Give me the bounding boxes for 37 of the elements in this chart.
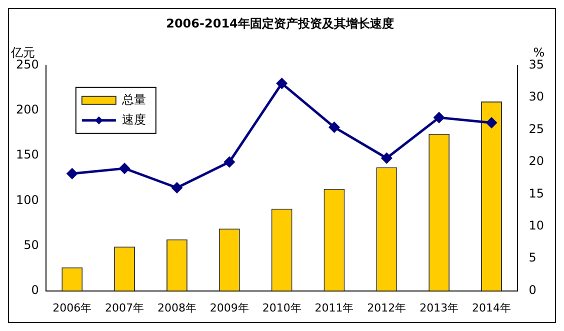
y2-tick-label: 0 bbox=[528, 282, 536, 297]
y2-tick-label: 25 bbox=[528, 122, 544, 136]
y2-tick-label: 35 bbox=[528, 58, 544, 72]
y2-tick-label: 30 bbox=[528, 90, 544, 104]
x-tick-label: 2008年 bbox=[157, 301, 196, 314]
x-tick-label: 2010年 bbox=[262, 301, 302, 314]
y-tick-label: 100 bbox=[16, 192, 39, 207]
x-tick-label: 2009年 bbox=[210, 301, 249, 314]
y-tick-label: 150 bbox=[16, 148, 39, 162]
x-tick-label: 2006年 bbox=[52, 301, 92, 314]
x-tick-label: 2007年 bbox=[105, 301, 144, 314]
x-tick-label: 2011年 bbox=[314, 301, 354, 314]
point bbox=[381, 152, 392, 164]
x-tick-label: 2013年 bbox=[420, 301, 459, 314]
point bbox=[328, 122, 340, 132]
point bbox=[66, 168, 78, 179]
y2-tick-label: 20 bbox=[528, 154, 544, 168]
y-tick-label: 50 bbox=[24, 238, 39, 252]
legend-label: 速度 bbox=[122, 112, 146, 127]
y-axis-title: 亿元 bbox=[10, 46, 35, 60]
y-tick-label: 200 bbox=[16, 102, 39, 117]
point bbox=[486, 117, 497, 128]
x-tick-label: 2014年 bbox=[472, 301, 512, 314]
point bbox=[276, 78, 288, 89]
y2-axis-title: % bbox=[533, 46, 545, 60]
y-tick-label: 250 bbox=[16, 58, 39, 72]
point bbox=[119, 163, 130, 174]
y-tick-label: 0 bbox=[31, 282, 39, 297]
chart-title: 2006-2014年固定资产投资及其增长速度 bbox=[166, 16, 394, 30]
point bbox=[434, 112, 444, 123]
y2-tick-label: 5 bbox=[528, 250, 536, 265]
y2-tick-label: 15 bbox=[528, 186, 544, 200]
legend-label: 总量 bbox=[120, 92, 146, 107]
point bbox=[172, 182, 182, 194]
x-tick-label: 2012年 bbox=[367, 301, 406, 314]
y2-tick-label: 10 bbox=[528, 218, 544, 233]
point bbox=[224, 156, 235, 168]
